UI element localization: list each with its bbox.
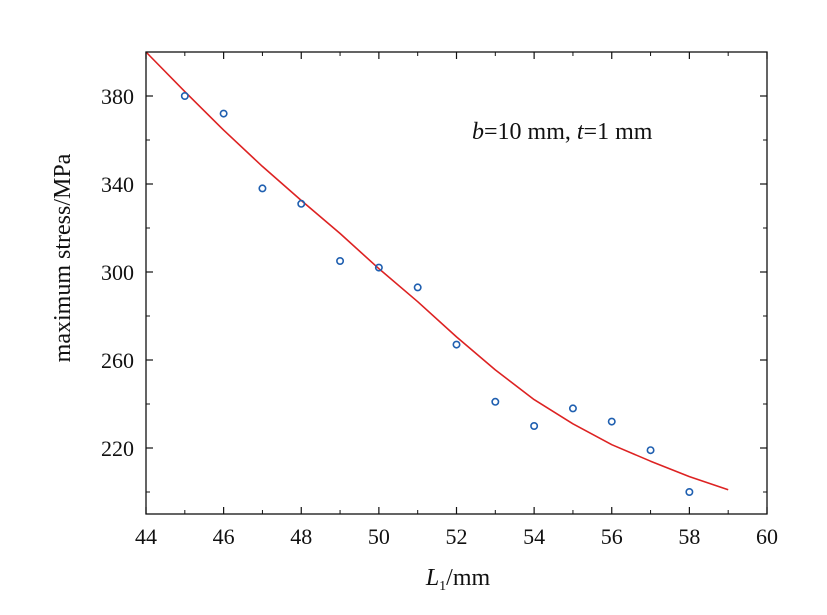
fit-curve [145, 51, 729, 491]
x-axis-title-unit: /mm [446, 565, 490, 591]
y-axis-title: maximum stress/MPa [50, 153, 76, 362]
data-points [180, 92, 694, 496]
x-tick-label: 44 [135, 524, 157, 549]
plot-frame [145, 51, 768, 515]
x-tick-label: 52 [446, 524, 468, 549]
data-point [258, 184, 267, 193]
data-point [452, 340, 461, 349]
x-tick-label: 48 [290, 524, 312, 549]
data-point [297, 199, 306, 208]
x-tick-label: 46 [213, 524, 235, 549]
data-point [607, 417, 616, 426]
data-point [336, 256, 345, 265]
annotation-b-var: b [472, 119, 484, 145]
fit-curve-group [145, 51, 729, 491]
y-tick-label: 340 [101, 172, 134, 197]
data-point [219, 109, 228, 118]
data-point [374, 263, 383, 272]
axis-ticks [145, 52, 768, 514]
data-point [646, 446, 655, 455]
data-point [413, 283, 422, 292]
y-tick-label: 260 [101, 348, 134, 373]
tick-labels: 44 46 48 50 52 54 56 58 60 220 260 300 340 380 [101, 84, 778, 549]
x-axis-title-sub: 1 [439, 579, 446, 594]
y-tick-label: 380 [101, 84, 134, 109]
data-point [530, 421, 539, 430]
annotation-t-value: =1 mm [584, 119, 653, 145]
data-point [491, 397, 500, 406]
x-tick-label: 58 [678, 524, 700, 549]
data-point [568, 404, 577, 413]
y-tick-label: 300 [101, 260, 134, 285]
data-point [180, 92, 189, 101]
x-tick-label: 60 [756, 524, 778, 549]
annotation-b-value: =10 mm, [484, 119, 577, 145]
x-tick-label: 56 [601, 524, 623, 549]
y-tick-label: 220 [101, 436, 134, 461]
x-axis-title-var: L [425, 565, 439, 591]
annotation-t-var: t [577, 119, 585, 145]
data-point [685, 487, 694, 496]
annotation: b=10 mm, t=1 mm [472, 119, 653, 145]
x-tick-label: 54 [523, 524, 545, 549]
x-tick-label: 50 [368, 524, 390, 549]
x-axis-title: L1/mm [425, 565, 491, 594]
